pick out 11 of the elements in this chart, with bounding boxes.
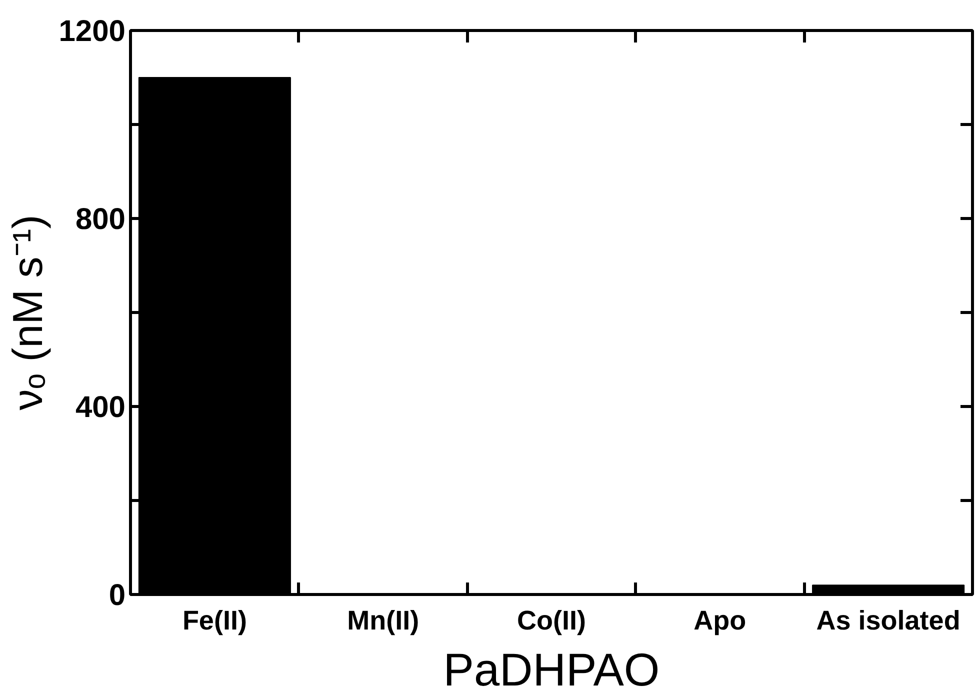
y-tick-label: 400 bbox=[75, 391, 126, 424]
y-tick-label: 1200 bbox=[58, 15, 126, 48]
x-axis-title: PaDHPAO bbox=[443, 644, 660, 696]
x-tick-label: Co(II) bbox=[517, 606, 586, 636]
y-tick-label: 800 bbox=[75, 203, 126, 236]
x-tick-label: As isolated bbox=[816, 606, 960, 636]
y-axis-title: νₒ (nM s⁻¹) bbox=[4, 214, 51, 410]
x-tick-label: Mn(II) bbox=[347, 606, 420, 636]
x-tick-label: Fe(II) bbox=[182, 606, 247, 636]
x-tick-label: Apo bbox=[694, 606, 746, 636]
y-tick-label: 0 bbox=[108, 579, 126, 612]
